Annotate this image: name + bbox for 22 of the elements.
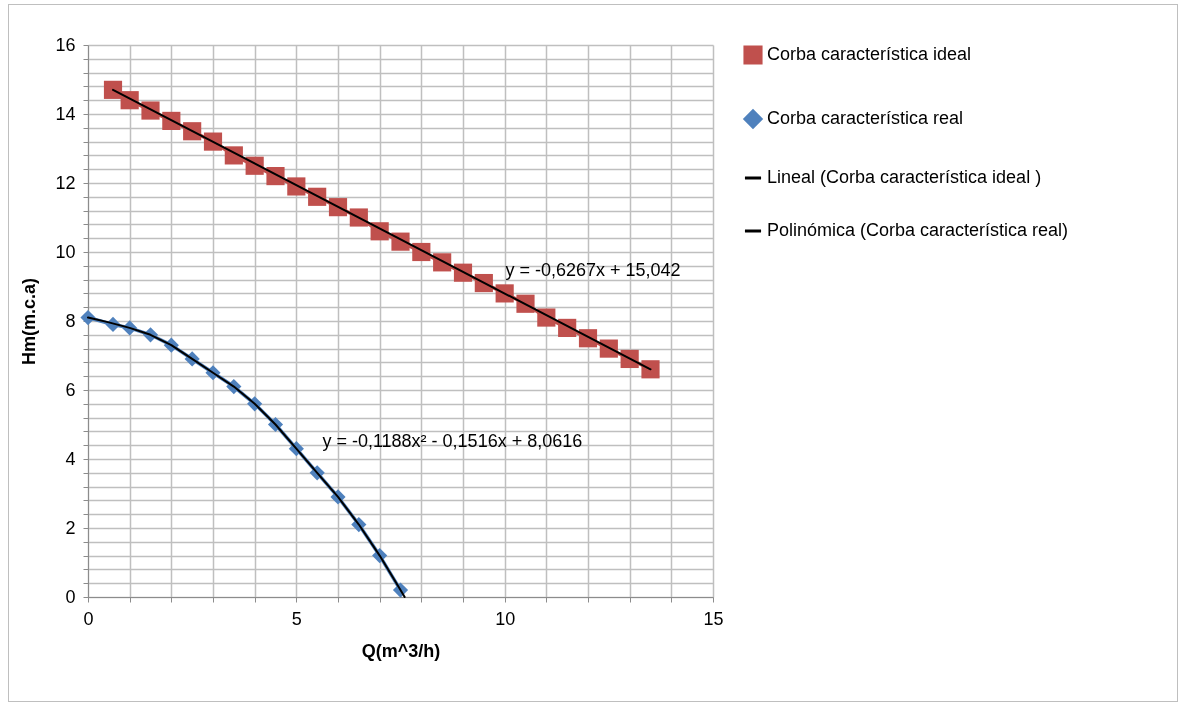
y-tick-label: 14: [55, 103, 76, 124]
y-tick-label: 12: [55, 172, 76, 193]
y-axis-title: Hm(m.c.a): [19, 277, 40, 366]
x-tick-label: 15: [703, 608, 724, 629]
y-tick-label: 10: [55, 241, 76, 262]
legend-label: Corba característica ideal: [767, 44, 972, 64]
legend-label: Lineal (Corba característica ideal ): [767, 167, 1042, 187]
legend-label: Corba característica real: [767, 108, 964, 128]
x-tick-label: 0: [83, 608, 94, 629]
y-tick-label: 4: [65, 448, 76, 469]
y-tick-label: 0: [65, 586, 76, 607]
y-tick-label: 16: [55, 34, 76, 55]
annotation: y = -0,1188x² - 0,1516x + 8,0616: [322, 431, 583, 452]
y-tick-label: 8: [65, 310, 76, 331]
y-tick-label: 2: [65, 517, 76, 538]
x-tick-label: 10: [495, 608, 516, 629]
y-tick-label: 6: [65, 379, 76, 400]
x-tick-label: 5: [291, 608, 302, 629]
x-axis-title: Q(m^3/h): [361, 640, 441, 661]
annotation: y = -0,6267x + 15,042: [505, 260, 681, 281]
legend-label: Polinómica (Corba característica real): [767, 220, 1069, 240]
point: [641, 360, 660, 379]
